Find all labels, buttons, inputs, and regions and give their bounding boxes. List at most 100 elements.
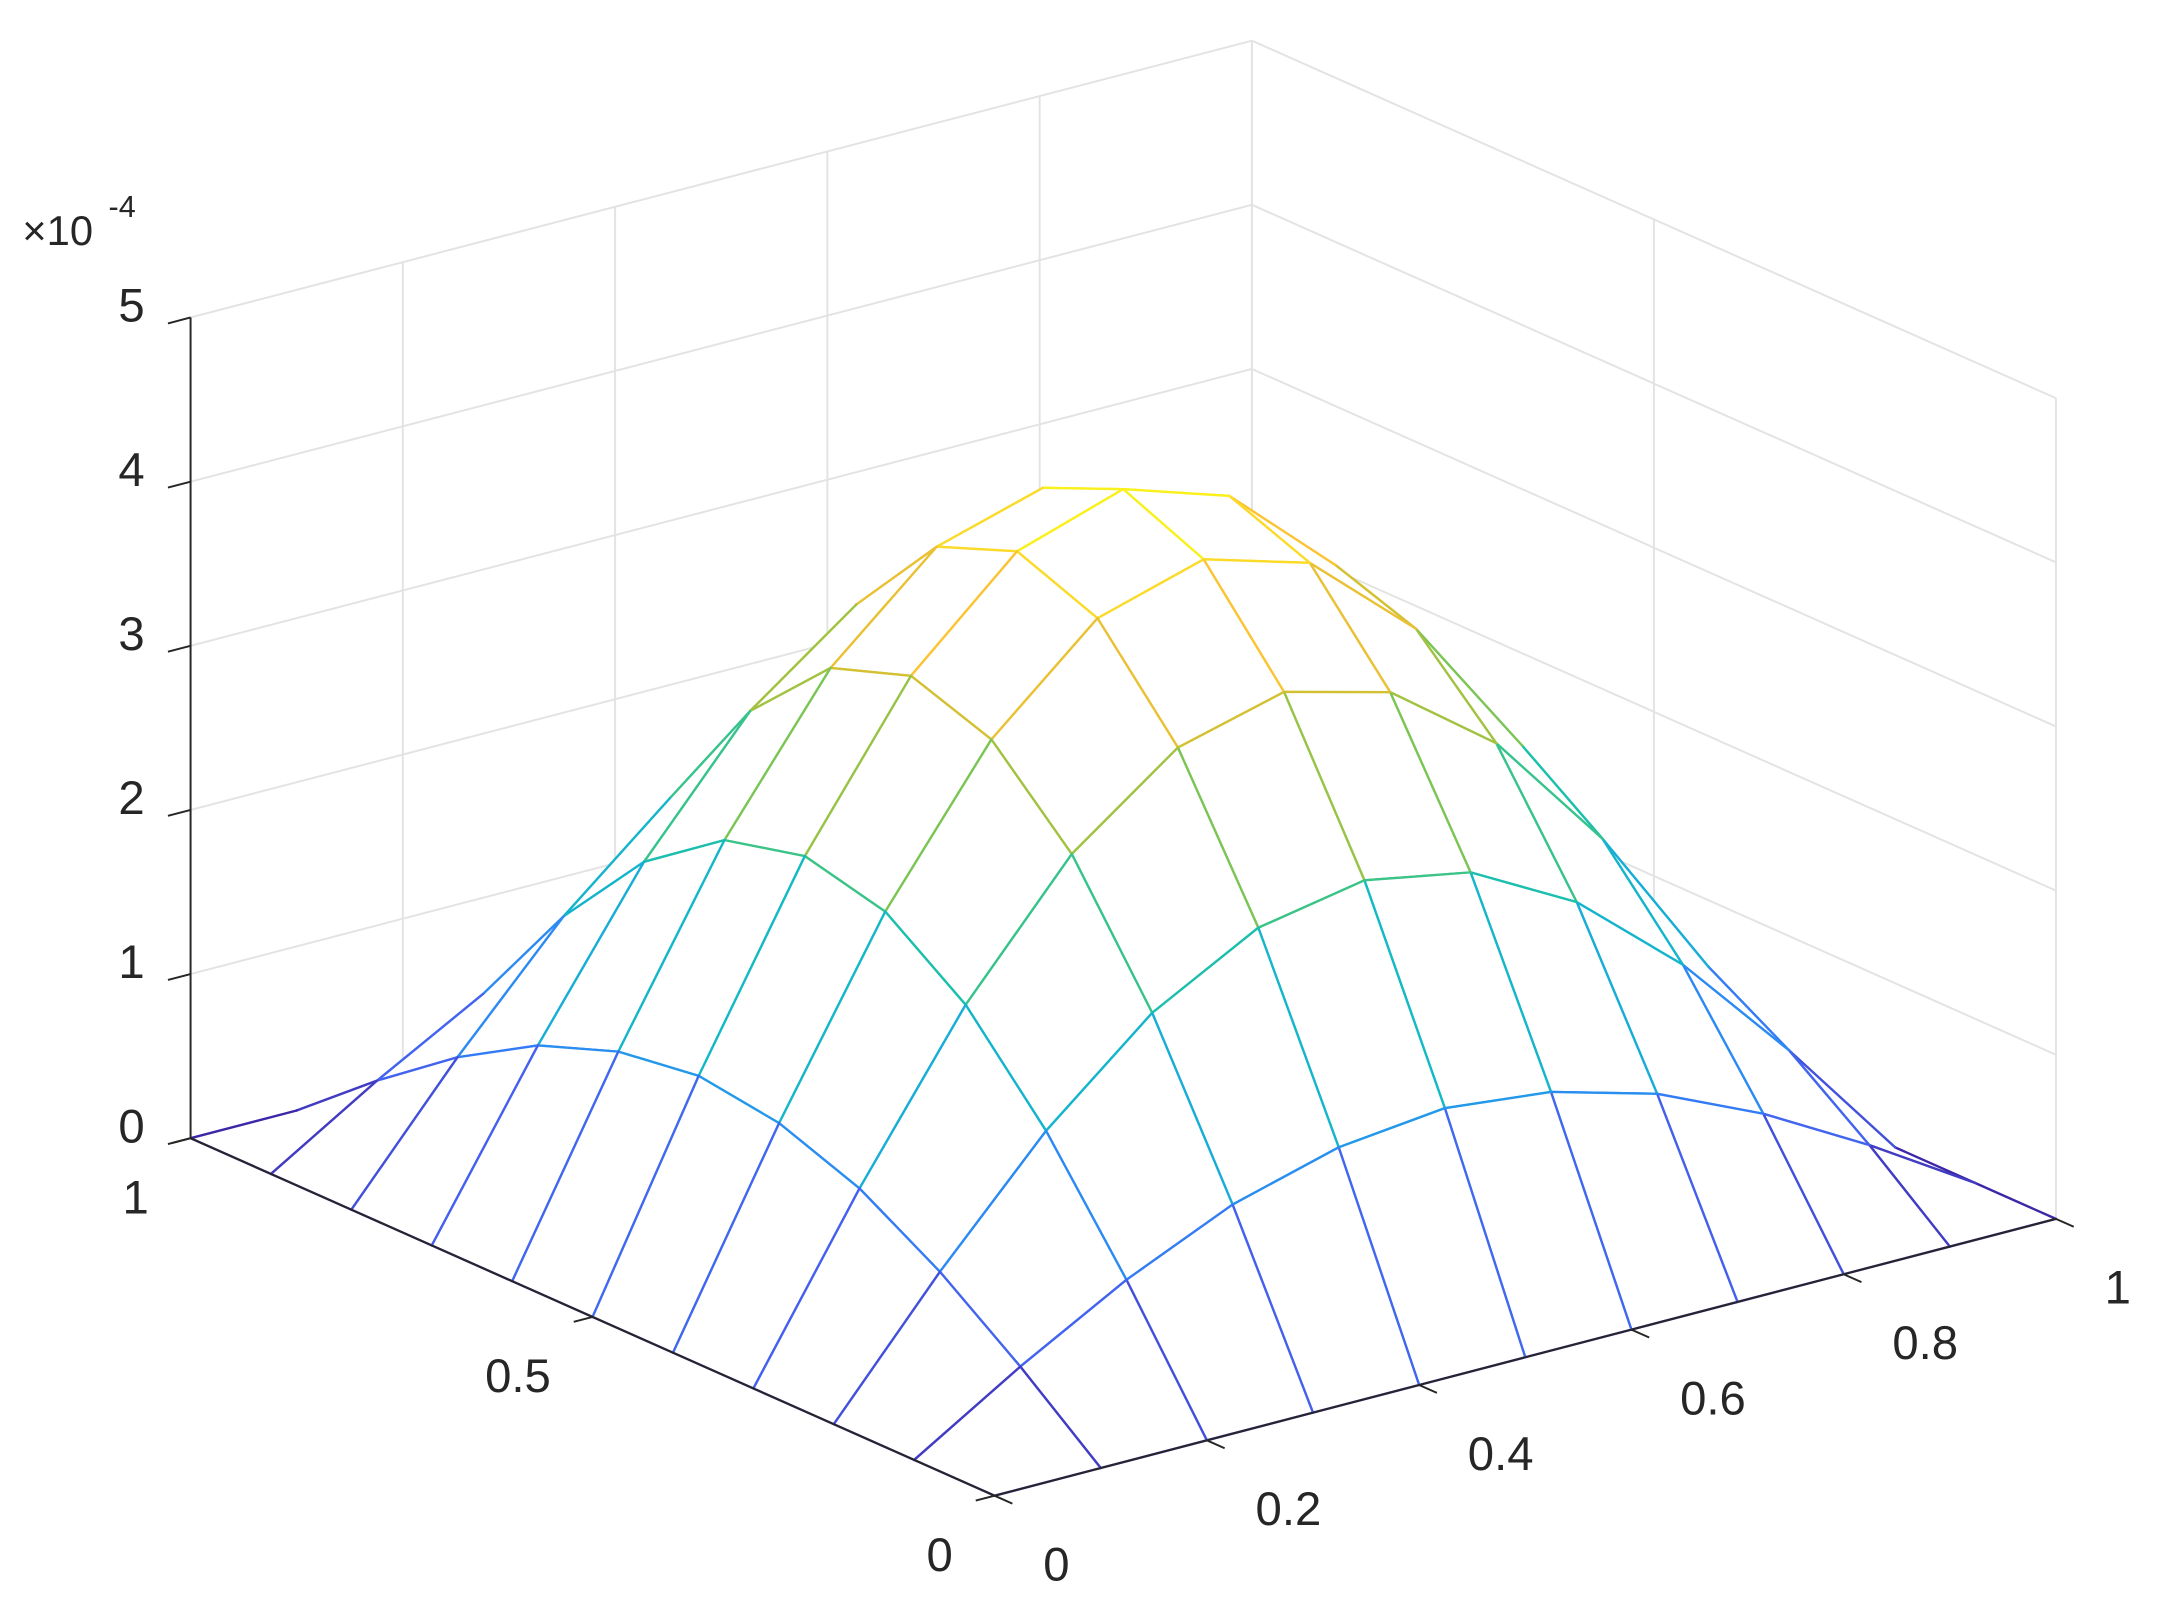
- mesh-line: [938, 1270, 1022, 1368]
- mesh-line: [1019, 1278, 1128, 1368]
- x-tick-label: 0.2: [1256, 1483, 1322, 1536]
- mesh-face: [1126, 1204, 1313, 1441]
- mesh-line: [350, 1056, 459, 1211]
- mesh-line: [1389, 690, 1498, 745]
- x-tick: [2055, 1217, 2075, 1228]
- mesh-face: [1097, 559, 1285, 748]
- mesh-line: [829, 666, 913, 678]
- mesh-face: [885, 739, 1072, 1005]
- z-tick: [167, 808, 191, 817]
- mesh-line: [1257, 926, 1340, 1149]
- mesh-face: [939, 1130, 1127, 1367]
- mesh-line: [858, 1187, 942, 1273]
- mesh-face: [804, 675, 992, 912]
- grid-line: [190, 368, 1253, 647]
- mesh-line: [1495, 742, 1578, 904]
- mesh-face: [1496, 743, 1683, 965]
- mesh-line: [935, 545, 1019, 553]
- y-tick: [975, 1494, 995, 1502]
- mesh-line: [1443, 1090, 1553, 1110]
- mesh-line: [803, 674, 913, 858]
- mesh-line: [909, 550, 1019, 678]
- mesh-line: [1176, 690, 1286, 749]
- mesh-line: [642, 709, 752, 863]
- mesh-line: [1122, 487, 1205, 561]
- mesh-line: [295, 1079, 379, 1112]
- mesh-line: [1019, 1365, 1102, 1470]
- y-tick: [573, 1316, 593, 1323]
- mesh-line: [1041, 486, 1125, 491]
- mesh-face: [1576, 902, 1764, 1114]
- mesh-line: [1762, 1112, 1845, 1276]
- mesh-line: [1096, 617, 1180, 749]
- mesh-line: [990, 738, 1073, 856]
- mesh-face: [512, 1051, 699, 1317]
- mesh-line: [1125, 1203, 1234, 1282]
- x-tick-label: 0.6: [1680, 1372, 1746, 1425]
- mesh-line: [1443, 1106, 1527, 1359]
- mesh-line: [269, 1079, 379, 1176]
- z-tick-label: 5: [118, 280, 144, 333]
- mesh-face: [1869, 1145, 2056, 1247]
- mesh-line: [1337, 1106, 1447, 1149]
- y-tick-label: 0: [927, 1529, 953, 1582]
- grid-line: [1251, 532, 2057, 892]
- mesh-line: [938, 1129, 1048, 1273]
- mesh-line: [935, 486, 1045, 548]
- mesh-line: [1228, 494, 1337, 567]
- mesh-line: [1015, 487, 1125, 553]
- mesh-face: [936, 487, 1124, 552]
- mesh-line: [1601, 837, 1685, 966]
- mesh-line: [1469, 871, 1578, 904]
- mesh-line: [189, 1109, 298, 1140]
- mesh-line: [723, 838, 807, 858]
- y-tick-label: 0.5: [485, 1350, 551, 1403]
- mesh-face: [1550, 1091, 1738, 1330]
- mesh-line: [990, 617, 1099, 741]
- mesh-face: [1657, 1093, 1844, 1302]
- mesh-line: [884, 910, 967, 1006]
- mesh-face: [698, 856, 886, 1124]
- z-tick-label: 1: [118, 936, 144, 989]
- mesh-face: [1020, 1279, 1207, 1469]
- y-tick-label: 1: [123, 1171, 149, 1224]
- mesh-line: [1231, 1203, 1315, 1414]
- mesh-line: [562, 860, 646, 918]
- mesh-line: [1202, 558, 1311, 565]
- mesh-line: [1151, 1011, 1234, 1206]
- z-tick: [167, 316, 191, 325]
- mesh-line: [1282, 690, 1366, 882]
- mesh-line: [1787, 1049, 1897, 1149]
- mesh-line: [1015, 550, 1099, 620]
- mesh-line: [1044, 1129, 1128, 1282]
- mesh-face: [724, 667, 911, 857]
- mesh-face: [1309, 562, 1497, 744]
- grid-line: [190, 203, 1253, 483]
- mesh-line: [668, 709, 752, 800]
- z-multiplier: ×10: [22, 207, 93, 254]
- mesh-face: [644, 667, 831, 862]
- mesh-line: [1044, 1011, 1154, 1133]
- mesh-face: [592, 1075, 780, 1353]
- mesh-face: [270, 1057, 458, 1210]
- grid-line: [190, 39, 1253, 319]
- x-tick: [994, 1494, 1013, 1505]
- mesh-face: [750, 546, 937, 712]
- mesh-line: [752, 1187, 861, 1390]
- z-exponent: -4: [109, 190, 136, 224]
- grid-line: [1251, 203, 2057, 564]
- mesh-line: [1575, 900, 1685, 966]
- mesh-line: [748, 666, 832, 713]
- mesh-line: [562, 797, 671, 918]
- mesh-face: [1364, 872, 1551, 1109]
- mesh-face: [1284, 691, 1471, 881]
- mesh-line: [671, 1121, 781, 1354]
- mesh-face: [1152, 927, 1339, 1205]
- mesh-line: [1228, 494, 1311, 565]
- x-tick-label: 1: [2105, 1262, 2131, 1315]
- mesh-line: [617, 1050, 700, 1078]
- mesh-line: [1681, 963, 1765, 1115]
- mesh-face: [1682, 964, 1870, 1146]
- mesh-line: [1363, 871, 1472, 882]
